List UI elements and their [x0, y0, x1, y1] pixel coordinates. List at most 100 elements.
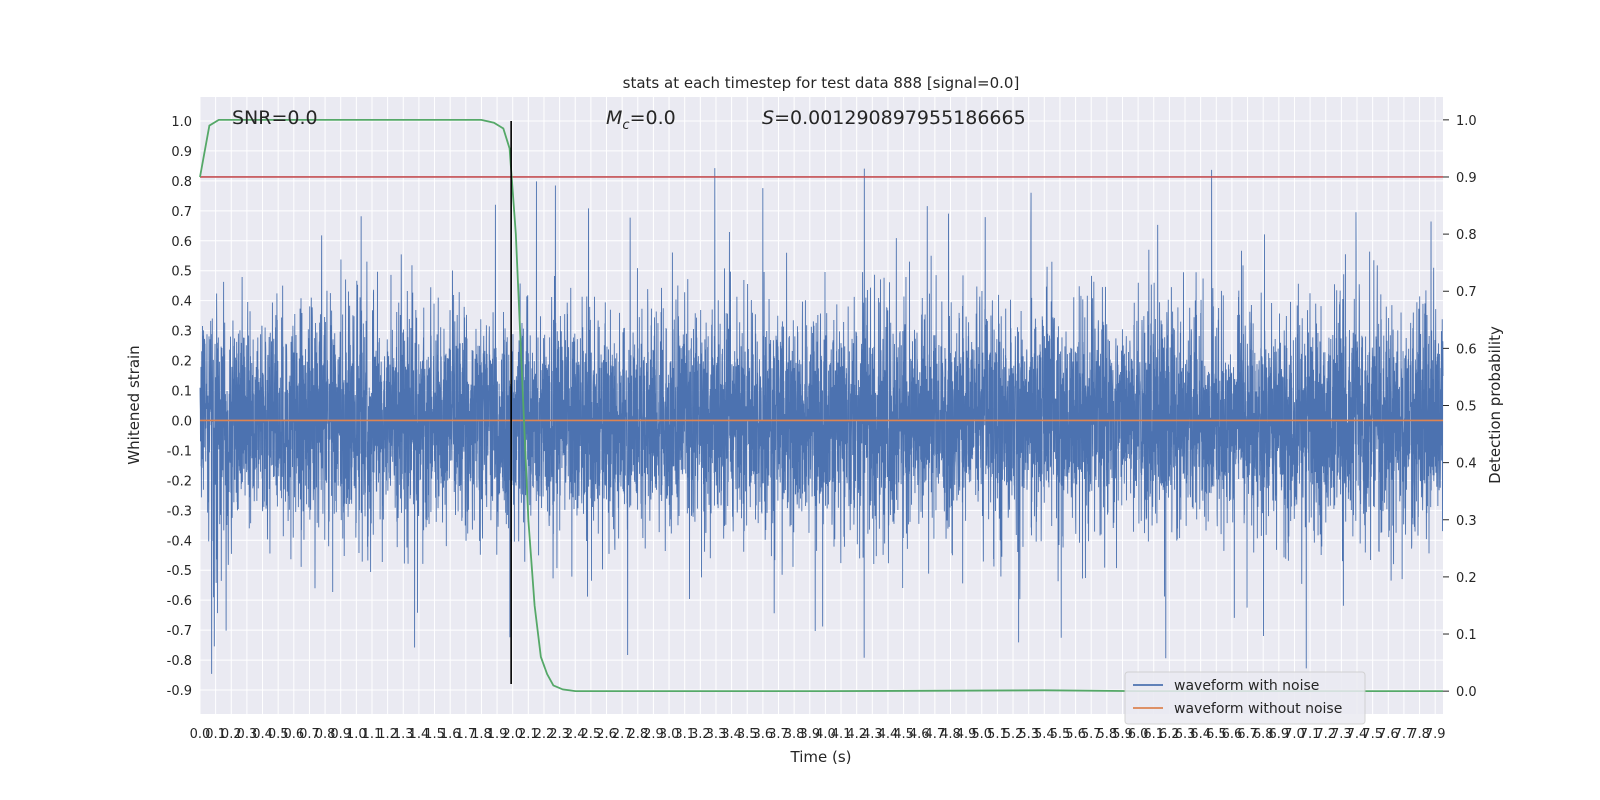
mc-value: =0.0 — [630, 107, 676, 129]
y-tick-label: -0.3 — [167, 504, 192, 519]
y2-tick-label: 0.5 — [1456, 400, 1477, 415]
x-tick-label: 5.4 — [1034, 727, 1055, 742]
x-tick-label: 0.9 — [330, 727, 351, 742]
x-tick-label: 1.0 — [346, 727, 367, 742]
y-tick-label: -0.7 — [167, 624, 192, 639]
y-tick-label: 0.3 — [171, 325, 192, 340]
x-tick-label: 6.7 — [1237, 727, 1258, 742]
x-tick-label: 7.8 — [1409, 727, 1430, 742]
x-tick-label: 1.5 — [424, 727, 445, 742]
x-tick-label: 5.5 — [1050, 727, 1071, 742]
x-tick-label: 5.7 — [1081, 727, 1102, 742]
x-tick-label: 5.2 — [1003, 727, 1024, 742]
x-axis-label: Time (s) — [790, 748, 852, 766]
x-tick-label: 5.9 — [1112, 727, 1133, 742]
y-tick-label: -0.4 — [167, 534, 192, 549]
y2-tick-label: 0.4 — [1456, 457, 1477, 472]
x-tick-label: 4.1 — [831, 727, 852, 742]
y-tick-label: 0.6 — [171, 235, 192, 250]
y-tick-label: 0.7 — [171, 205, 192, 220]
y2-tick-label: 0.9 — [1456, 171, 1477, 186]
y-tick-label: -0.6 — [167, 594, 192, 609]
y-tick-label: -0.9 — [167, 684, 192, 699]
legend-box — [1124, 671, 1366, 725]
x-tick-label: 7.1 — [1300, 727, 1321, 742]
x-tick-label: 1.4 — [409, 727, 430, 742]
y-tick-label: 1.0 — [171, 115, 192, 130]
x-tick-label: 4.8 — [940, 727, 961, 742]
x-tick-label: 0.8 — [315, 727, 336, 742]
x-tick-label: 1.9 — [487, 727, 508, 742]
x-tick-label: 2.3 — [549, 727, 570, 742]
x-tick-label: 5.0 — [971, 727, 992, 742]
x-tick-label: 5.1 — [987, 727, 1008, 742]
x-tick-label: 6.0 — [1128, 727, 1149, 742]
y2-tick-label: 0.6 — [1456, 342, 1477, 357]
s-annotation: S=0.001290897955186665 — [762, 107, 1026, 129]
detection-probability-line — [199, 118, 1443, 693]
x-tick-label: 7.6 — [1378, 727, 1399, 742]
y-tick-label: 0.2 — [171, 355, 192, 370]
y-tick-label: -0.2 — [167, 474, 192, 489]
x-tick-label: 0.2 — [221, 727, 242, 742]
legend: waveform with noise waveform without noi… — [1124, 671, 1366, 725]
x-tick-label: 3.5 — [737, 727, 758, 742]
x-tick-label: 1.3 — [393, 727, 414, 742]
x-tick-label: 7.9 — [1425, 727, 1446, 742]
x-tick-label: 4.7 — [925, 727, 946, 742]
x-tick-label: 7.2 — [1315, 727, 1336, 742]
x-tick-label: 2.9 — [643, 727, 664, 742]
x-tick-label: 2.0 — [502, 727, 523, 742]
x-tick-label: 0.7 — [299, 727, 320, 742]
x-tick-label: 3.8 — [784, 727, 805, 742]
x-tick-label: 2.4 — [565, 727, 586, 742]
y2-tick-label: 0.0 — [1456, 685, 1477, 700]
x-tick-label: 1.2 — [377, 727, 398, 742]
x-tick-label: 4.3 — [862, 727, 883, 742]
x-tick-label: 2.5 — [581, 727, 602, 742]
y2-tick-label: 0.3 — [1456, 514, 1477, 529]
x-tick-label: 1.8 — [471, 727, 492, 742]
x-tick-label: 4.9 — [956, 727, 977, 742]
x-tick-label: 1.6 — [440, 727, 461, 742]
x-tick-label: 3.0 — [659, 727, 680, 742]
x-tick-label: 6.2 — [1159, 727, 1180, 742]
x-tick-label: 4.6 — [909, 727, 930, 742]
x-tick-label: 5.3 — [1018, 727, 1039, 742]
x-tick-label: 0.1 — [205, 727, 226, 742]
y-tick-label: -0.1 — [167, 444, 192, 459]
mc-annotation: Mc=0.0 — [606, 107, 676, 133]
y-tick-label: 0.0 — [171, 414, 192, 429]
x-tick-label: 1.1 — [362, 727, 383, 742]
x-tick-label: 2.1 — [518, 727, 539, 742]
x-tick-label: 6.8 — [1253, 727, 1274, 742]
mc-symbol: M — [606, 107, 622, 129]
x-tick-label: 1.7 — [455, 727, 476, 742]
y2-tick-label: 0.8 — [1456, 228, 1477, 243]
x-tick-label: 3.6 — [753, 727, 774, 742]
x-tick-label: 0.0 — [190, 727, 211, 742]
x-tick-label: 7.7 — [1394, 727, 1415, 742]
x-tick-label: 6.6 — [1222, 727, 1243, 742]
y2-tick-label: 0.2 — [1456, 571, 1477, 586]
y-tick-label: -0.8 — [167, 654, 192, 669]
x-tick-label: 7.3 — [1331, 727, 1352, 742]
x-tick-label: 2.2 — [534, 727, 555, 742]
legend-label-with-noise: waveform with noise — [1174, 678, 1319, 694]
x-tick-label: 6.9 — [1268, 727, 1289, 742]
x-tick-label: 0.6 — [283, 727, 304, 742]
series-lines — [199, 118, 1443, 693]
x-tick-label: 2.8 — [627, 727, 648, 742]
x-tick-label: 7.5 — [1362, 727, 1383, 742]
y-axis-label: Whitened strain — [125, 345, 143, 464]
x-tick-label: 0.4 — [252, 727, 273, 742]
y-tick-label: 0.9 — [171, 145, 192, 160]
y-tick-label: 0.4 — [171, 295, 192, 310]
x-tick-label: 5.6 — [1065, 727, 1086, 742]
y-tick-label: 0.1 — [171, 385, 192, 400]
y2-axis-label: Detection probability — [1486, 326, 1504, 484]
x-tick-label: 3.7 — [768, 727, 789, 742]
y-tick-label: 0.8 — [171, 175, 192, 190]
